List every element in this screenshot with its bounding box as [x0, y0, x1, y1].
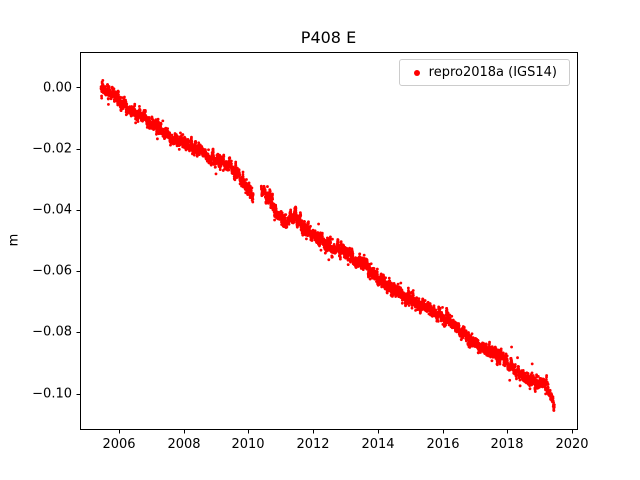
x-tick-label: 2006	[102, 437, 136, 452]
y-tick-label: −0.10	[32, 386, 72, 402]
x-tick-label: 2014	[361, 437, 395, 452]
legend-marker-dot	[413, 69, 420, 76]
y-tick-label: −0.04	[32, 202, 72, 218]
x-tick-label: 2020	[555, 437, 589, 452]
y-tick-label: −0.08	[32, 324, 72, 340]
y-axis-label: m	[6, 233, 22, 247]
y-tick-label: 0.00	[43, 80, 72, 96]
chart-title: P408 E	[300, 28, 357, 47]
x-tick-label: 2012	[296, 437, 330, 452]
legend: repro2018a (IGS14)	[398, 59, 570, 86]
x-tick-label: 2008	[167, 437, 201, 452]
x-tick-label: 2018	[490, 437, 524, 452]
x-tick-label: 2010	[231, 437, 265, 452]
y-tick-label: −0.02	[32, 141, 72, 157]
y-tick-label: −0.06	[32, 263, 72, 279]
legend-label: repro2018a (IGS14)	[428, 65, 557, 80]
x-tick-label: 2016	[426, 437, 460, 452]
